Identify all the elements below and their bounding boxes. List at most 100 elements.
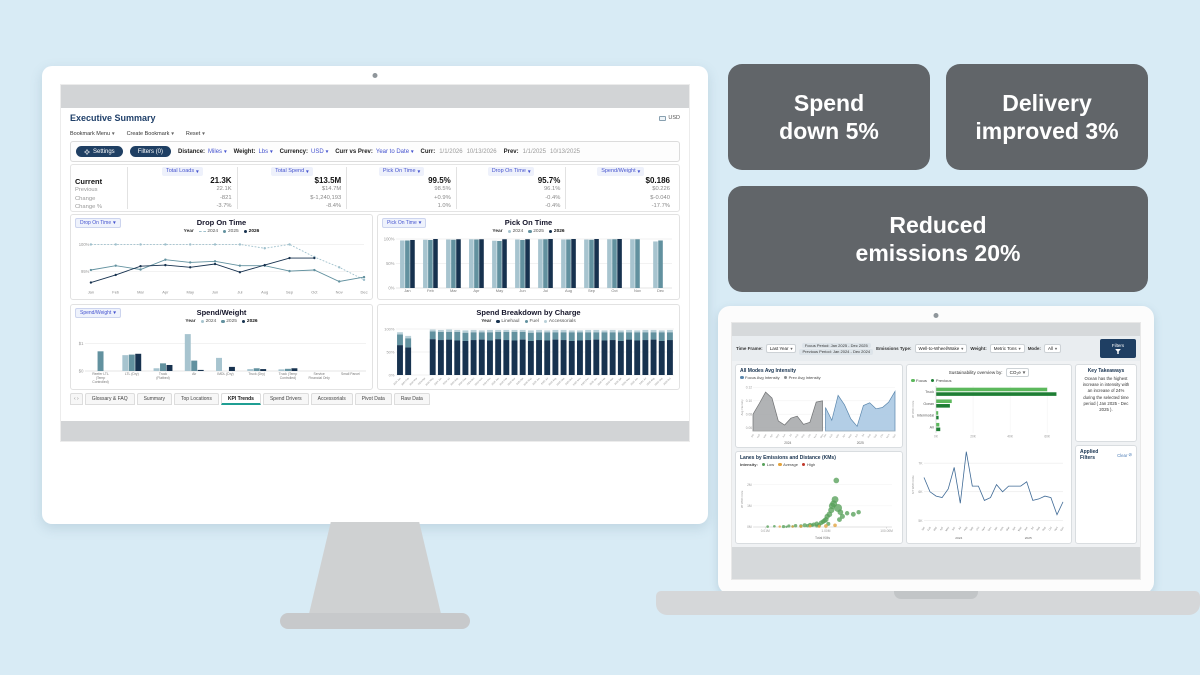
svg-text:1.00M: 1.00M	[821, 529, 830, 533]
kpi-metric-select[interactable]: Total Spend ▾	[271, 167, 313, 176]
clear-filters-link[interactable]: Clear ⊘	[1117, 452, 1132, 458]
legend-marker-2026	[241, 319, 246, 324]
lanes-legend: Intensity: Low Average High	[740, 462, 816, 467]
legend-marker-2024	[507, 229, 512, 234]
curr-vs-prev-select[interactable]: Year to Date ▾	[375, 148, 414, 155]
drop-on-time-dropdown[interactable]: Drop On Time ▾	[75, 218, 121, 228]
laptop-camera-dot	[933, 313, 939, 318]
tab-spend-drivers[interactable]: Spend Drivers	[262, 393, 309, 405]
curr-vs-prev-filter: Curr vs Prev: Year to Date ▾	[335, 148, 414, 155]
create-bookmark[interactable]: Create Bookmark ▾	[126, 131, 174, 137]
svg-text:Sep: Sep	[968, 525, 974, 531]
pick-on-time-dropdown[interactable]: Pick On Time ▾	[382, 218, 427, 228]
legend-marker-2025	[528, 229, 532, 234]
kpi-metric-select[interactable]: Spend/Weight ▾	[597, 167, 645, 176]
svg-text:IMDL (Dry): IMDL (Dry)	[217, 372, 233, 376]
svg-text:May: May	[1017, 525, 1023, 532]
chart-title: Pick On Time	[504, 218, 553, 227]
emissions-type-select[interactable]: Well-to-Wheel/Wake ▾	[914, 344, 968, 353]
kpi-metric-select[interactable]: Total Loads ▾	[161, 167, 203, 176]
drop-on-time-line-chart: 95% 100% Jan Feb Mar Apr May Jun Jul Aug Sep Oct Nov…	[74, 235, 369, 297]
tab-glossary-faq[interactable]: Glossary & FAQ	[84, 393, 135, 405]
sustainability-legend: Focus Previous	[911, 378, 1067, 383]
tab-summary[interactable]: Summary	[136, 393, 172, 405]
svg-text:2024 Dec: 2024 Dec	[482, 377, 492, 387]
svg-text:Aug: Aug	[1035, 525, 1041, 531]
laptop-base	[656, 591, 1200, 615]
spend-weight-dropdown[interactable]: Spend/Weight ▾	[75, 308, 121, 318]
mode-select[interactable]: All ▾	[1043, 344, 1061, 353]
svg-text:2026 Apr: 2026 Apr	[614, 377, 623, 386]
svg-text:Truck: Truck	[159, 372, 168, 376]
svg-text:Jun: Jun	[854, 433, 859, 438]
svg-text:$1: $1	[79, 341, 84, 346]
sustainability-select[interactable]: CO₂e ▾	[1005, 368, 1030, 377]
tab-raw-data[interactable]: Raw Data	[393, 393, 430, 405]
laptop-base-notch	[894, 591, 978, 599]
svg-text:Air: Air	[192, 372, 197, 376]
panel-avg-intensity: All Modes Avg Intensity Focus Avg Intens…	[735, 364, 903, 448]
currency-badge[interactable]: USD	[659, 115, 680, 121]
svg-text:2024 Feb: 2024 Feb	[401, 377, 411, 387]
svg-text:Jun: Jun	[782, 433, 787, 438]
svg-text:MT WtW CO2e: MT WtW CO2e	[911, 475, 915, 494]
svg-text:Controlled): Controlled)	[92, 380, 108, 384]
laptop-filters-button[interactable]: Filters	[1100, 339, 1136, 358]
svg-text:Oct: Oct	[611, 288, 618, 293]
bookmark-menu[interactable]: Bookmark Menu ▾	[70, 131, 115, 137]
callout-emissions: Reduced emissions 20%	[728, 186, 1148, 292]
curr-from-date[interactable]: 1/1/2026	[439, 148, 463, 155]
svg-text:Truck (Dry): Truck (Dry)	[248, 372, 265, 376]
tab-kpi-trends[interactable]: KPI Trends	[220, 393, 261, 405]
svg-text:100%: 100%	[384, 326, 395, 331]
callout-spend: Spend down 5%	[728, 64, 930, 170]
prev-to-date[interactable]: 10/13/2025	[549, 148, 581, 155]
laptop-filterbar: Time Frame: Last Year ▾ Focus Period: Jan…	[732, 336, 1140, 361]
svg-text:MT WtW CO2e: MT WtW CO2e	[911, 400, 915, 418]
chevron-down-icon: ▾	[113, 220, 116, 226]
weight-select[interactable]: Metric Tons ▾	[989, 344, 1025, 353]
svg-text:Apr: Apr	[769, 433, 774, 438]
svg-text:Apr: Apr	[162, 289, 169, 294]
svg-text:0%: 0%	[388, 285, 394, 290]
svg-text:2024 Mar: 2024 Mar	[409, 377, 418, 386]
currency-select[interactable]: USD ▾	[311, 148, 329, 155]
tab-accessorials[interactable]: Accessorials	[310, 393, 353, 405]
tab-pivot-data[interactable]: Pivot Data	[354, 393, 392, 405]
reset-menu[interactable]: Reset ▾	[185, 131, 205, 137]
settings-button[interactable]: Settings	[76, 146, 123, 157]
kpi-metric-select[interactable]: Pick On Time ▾	[378, 167, 425, 176]
intensity-legend: Focus Avg Intensity Prev Avg Intensity	[740, 375, 898, 380]
chevron-down-icon: ▾	[112, 131, 115, 137]
spend-breakdown-stacked-chart: 0% 50% 100% 2024 Jan 2024 Feb 2024 Mar 2024 Ap…	[381, 325, 676, 387]
svg-text:Oct: Oct	[311, 289, 318, 294]
legend-marker-focus	[911, 378, 915, 383]
prev-from-date[interactable]: 1/1/2025	[522, 148, 546, 155]
svg-text:2024 Jul: 2024 Jul	[442, 377, 451, 386]
filters-button[interactable]: Filters (0)	[129, 146, 172, 157]
svg-text:Jan: Jan	[88, 289, 94, 294]
weight-filter: Weight: Lbs ▾	[233, 148, 273, 155]
chart-legend: Year 2024 2025 2026	[492, 229, 565, 234]
legend-marker-accessorials	[543, 319, 548, 324]
tab-scroll-arrows[interactable]: ‹ ›	[70, 393, 83, 405]
time-frame-select[interactable]: Last Year ▾	[765, 344, 797, 353]
applied-filters-header: Applied Filters Clear ⊘	[1080, 449, 1132, 461]
svg-text:0.01M: 0.01M	[761, 529, 770, 533]
chevron-down-icon: ▾	[113, 310, 116, 316]
chevron-down-icon: ▾	[790, 346, 793, 351]
svg-text:2026 Sep: 2026 Sep	[654, 377, 664, 387]
svg-text:100.00M: 100.00M	[880, 529, 893, 533]
svg-text:Aug: Aug	[867, 433, 872, 439]
kpi-metric-select[interactable]: Drop On Time ▾	[487, 167, 535, 176]
svg-text:May: May	[186, 289, 193, 294]
tab-top-locations[interactable]: Top Locations	[173, 393, 219, 405]
chevron-down-icon: ▾	[196, 168, 199, 175]
curr-to-date[interactable]: 10/13/2026	[466, 148, 497, 155]
svg-text:Financial Only: Financial Only	[309, 376, 331, 380]
distance-select[interactable]: Miles ▾	[208, 148, 227, 155]
svg-text:2024 Jan: 2024 Jan	[393, 377, 402, 387]
pick-on-time-bar-chart: 0% 50% 100% Jan Feb Mar Apr May Jun Jul Aug Sep Oct N…	[381, 235, 676, 297]
svg-text:Apr: Apr	[938, 526, 944, 532]
weight-select[interactable]: Lbs ▾	[258, 148, 273, 155]
